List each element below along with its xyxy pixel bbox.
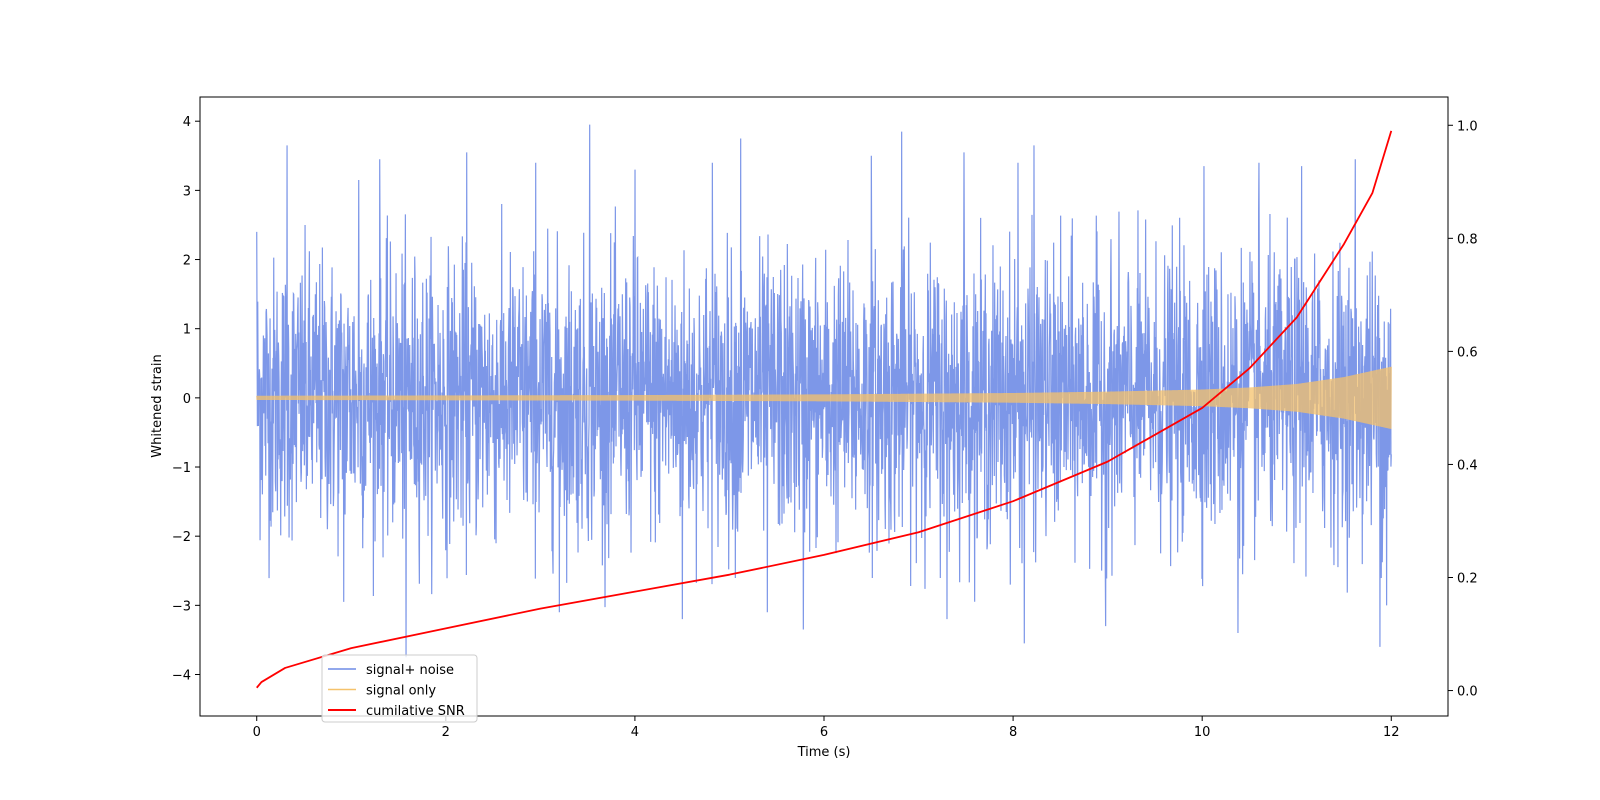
legend-label-1: signal only xyxy=(366,684,436,699)
y-tick-label-4: 0 xyxy=(183,392,191,407)
y2-tick-label-2: 0.4 xyxy=(1457,458,1478,473)
y2-tick-label-5: 1.0 xyxy=(1457,119,1478,134)
x-tick-label-6: 12 xyxy=(1383,725,1400,740)
series-signal-only-line xyxy=(256,366,1392,429)
y2-tick-label-4: 0.8 xyxy=(1457,232,1478,247)
y-tick-label-7: 3 xyxy=(183,184,191,199)
y-tick-label-6: 2 xyxy=(183,254,191,269)
y-tick-label-1: −3 xyxy=(172,599,191,614)
legend-label-2: cumilative SNR xyxy=(366,704,465,719)
y-axis-right: 0.0 0.2 0.4 0.6 0.8 1.0 xyxy=(1448,119,1478,700)
series-signal-noise-line xyxy=(256,124,1392,658)
y-axis-label: Whitened strain xyxy=(150,354,165,457)
x-tick-label-4: 8 xyxy=(1009,725,1017,740)
y-tick-label-8: 4 xyxy=(183,115,191,130)
y2-tick-label-3: 0.6 xyxy=(1457,345,1478,360)
y-axis-left: −4 −3 −2 −1 0 1 2 3 4 xyxy=(172,115,200,684)
y-tick-label-5: 1 xyxy=(183,323,191,338)
series-cumulative-snr-line xyxy=(256,130,1393,689)
y2-tick-label-1: 0.2 xyxy=(1457,572,1478,587)
x-tick-label-0: 0 xyxy=(253,725,261,740)
x-tick-label-2: 4 xyxy=(631,725,639,740)
y-tick-label-0: −4 xyxy=(172,669,191,684)
y-tick-label-3: −1 xyxy=(172,461,191,476)
x-tick-label-3: 6 xyxy=(820,725,828,740)
legend-box xyxy=(321,654,478,723)
x-axis-label: Time (s) xyxy=(797,745,851,760)
y2-tick-label-0: 0.0 xyxy=(1457,685,1478,700)
legend: signal+ noise signal only cumilative SNR xyxy=(321,654,478,723)
legend-label-0: signal+ noise xyxy=(366,663,454,678)
x-tick-label-5: 10 xyxy=(1194,725,1211,740)
x-tick-label-1: 2 xyxy=(442,725,450,740)
y-tick-label-2: −2 xyxy=(172,530,191,545)
x-axis: 0 2 4 6 8 10 12 xyxy=(253,716,1400,740)
